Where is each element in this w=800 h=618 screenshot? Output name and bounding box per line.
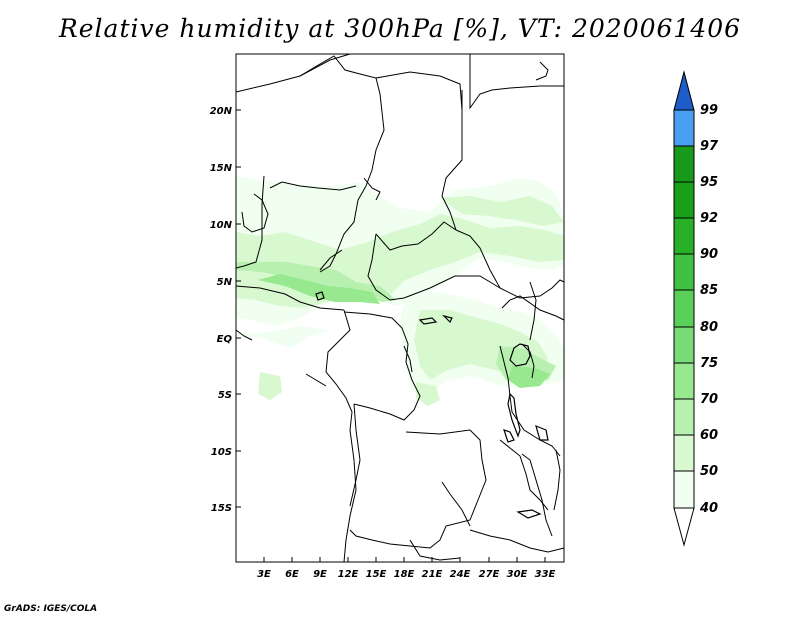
longitude-axis: 3E 6E 9E 12E 15E 18E 21E 24E 27E 30E 33E [257, 557, 556, 580]
lon-label-30e: 30E [507, 569, 528, 580]
lat-label-10s: 10S [211, 447, 232, 458]
lon-label-18e: 18E [394, 569, 415, 580]
colorbar-bottom-triangle [673, 507, 695, 547]
colorbar-label-70: 70 [700, 392, 718, 407]
colorbar-segment-97-99 [673, 109, 695, 147]
colorbar-label-95: 95 [700, 175, 718, 190]
colorbar-label-60: 60 [700, 428, 718, 443]
credit-label: GrADS: IGES/COLA [4, 604, 98, 614]
colorbar-segment-85-90 [673, 253, 695, 291]
colorbar-segment-70-75 [673, 362, 695, 400]
colorbar-top-triangle [673, 70, 695, 111]
colorbar-label-90: 90 [700, 247, 718, 262]
colorbar-label-50: 50 [700, 464, 718, 479]
lat-label-15n: 15N [210, 163, 233, 174]
lon-label-9e: 9E [313, 569, 327, 580]
lat-label-5n: 5N [217, 277, 233, 288]
colorbar-label-97: 97 [700, 139, 719, 154]
lat-label-eq: EQ [217, 334, 233, 345]
colorbar-label-85: 85 [700, 283, 718, 298]
lakes [315, 291, 549, 519]
lon-label-27e: 27E [479, 569, 500, 580]
colorbar-label-92: 92 [700, 211, 718, 226]
lon-label-33e: 33E [535, 569, 556, 580]
colorbar: 99 97 95 92 90 85 80 75 70 60 50 40 [673, 70, 719, 547]
lat-label-5s: 5S [218, 390, 232, 401]
colorbar-segment-92-95 [673, 181, 695, 219]
lat-label-10n: 10N [210, 220, 233, 231]
colorbar-segment-40-50 [673, 470, 695, 509]
country-borders [235, 53, 565, 563]
humidity-shading [236, 176, 564, 406]
lon-label-6e: 6E [285, 569, 299, 580]
colorbar-label-75: 75 [700, 356, 718, 371]
lon-label-21e: 21E [422, 569, 443, 580]
map-frame [235, 53, 565, 563]
colorbar-label-80: 80 [700, 320, 718, 335]
colorbar-segment-80-85 [673, 289, 695, 328]
lon-label-24e: 24E [450, 569, 471, 580]
lat-label-20n: 20N [210, 106, 233, 117]
colorbar-segment-60-70 [673, 398, 695, 436]
colorbar-segment-95-97 [673, 145, 695, 183]
colorbar-segment-90-92 [673, 217, 695, 255]
lon-label-12e: 12E [338, 569, 359, 580]
colorbar-label-99: 99 [700, 103, 718, 118]
colorbar-segment-75-80 [673, 326, 695, 364]
latitude-axis: 20N 15N 10N 5N EQ 5S 10S 15S [210, 106, 241, 514]
lon-label-3e: 3E [257, 569, 271, 580]
lat-label-15s: 15S [211, 503, 232, 514]
colorbar-label-40: 40 [699, 501, 718, 516]
colorbar-segment-50-60 [673, 434, 695, 472]
map-title: Relative humidity at 300hPa [%], VT: 202… [58, 14, 742, 43]
lon-label-15e: 15E [366, 569, 387, 580]
